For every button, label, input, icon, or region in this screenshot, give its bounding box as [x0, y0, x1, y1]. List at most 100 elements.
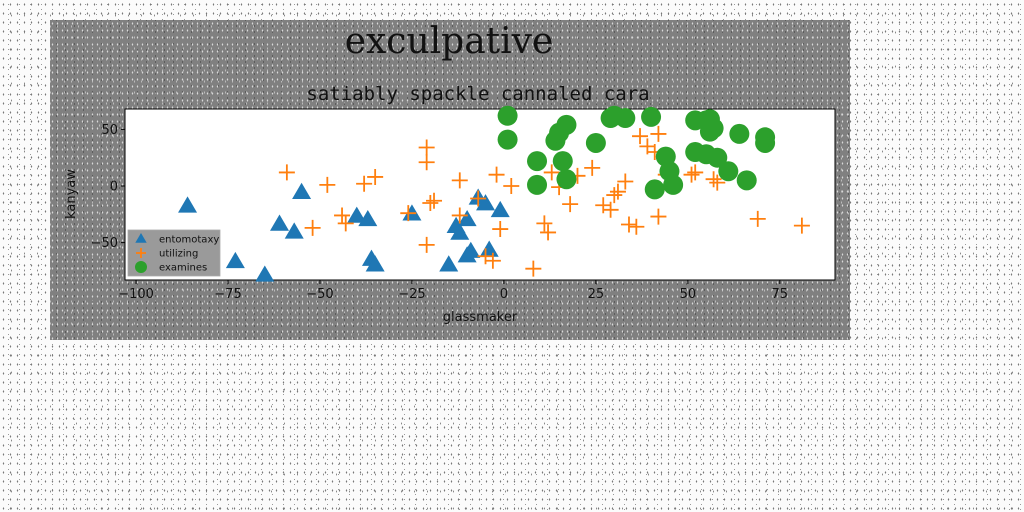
triangle-point — [461, 241, 481, 258]
circle-point — [585, 132, 606, 153]
triangle-point — [255, 265, 275, 282]
y-tick-label: 0 — [110, 180, 118, 195]
legend-marker-plus — [136, 248, 146, 258]
plus-point — [304, 219, 321, 236]
triangle-point — [358, 209, 378, 227]
y-axis-label: kanyaw — [64, 169, 79, 219]
plus-point — [484, 252, 501, 269]
plus-point — [367, 168, 384, 185]
x-axis-ticks: −100 −75 −50 −25 0 25 50 75 — [118, 280, 788, 302]
triangle-point — [490, 200, 510, 218]
triangle-point — [270, 214, 290, 231]
data-marks — [178, 105, 810, 282]
chart-figure: exculpative satiably spackle cannaled ca… — [50, 20, 850, 340]
legend-label: examines — [159, 263, 207, 274]
plus-point — [422, 194, 439, 211]
plus-point — [540, 224, 557, 241]
plus-point — [617, 173, 634, 190]
plus-point — [628, 218, 645, 235]
triangle-point — [292, 182, 312, 200]
circle-point — [729, 123, 750, 144]
circle-point — [707, 147, 728, 168]
plus-point — [632, 128, 649, 145]
plus-point — [278, 164, 295, 181]
y-axis-ticks: −50 0 50 — [91, 123, 125, 251]
plus-point — [620, 216, 637, 233]
plus-point — [400, 205, 417, 222]
circle-point — [663, 174, 684, 195]
legend-label: utilizing — [159, 249, 198, 260]
triangle-point — [365, 255, 385, 272]
y-tick-label: 50 — [101, 123, 118, 138]
circle-point — [755, 127, 776, 148]
plus-point — [356, 175, 373, 192]
circle-point — [527, 174, 548, 195]
x-tick-label: 25 — [588, 287, 605, 302]
plus-point — [536, 215, 553, 232]
y-tick-label: −50 — [91, 236, 118, 251]
scatter-chart: exculpative satiably spackle cannaled ca… — [64, 21, 836, 325]
plus-point — [602, 201, 619, 218]
circle-point — [556, 169, 577, 190]
circle-point — [736, 170, 757, 191]
circle-point — [703, 118, 724, 139]
circle-point — [644, 179, 665, 200]
x-tick-label: −50 — [306, 287, 333, 302]
plus-point — [337, 215, 354, 232]
triangle-point — [439, 255, 459, 272]
plus-point — [451, 172, 468, 189]
plus-point — [606, 187, 623, 204]
plus-point — [418, 154, 435, 171]
legend-marker-triangle — [135, 233, 147, 243]
circle-point — [552, 151, 573, 172]
plus-point — [705, 171, 722, 188]
triangle-point — [178, 196, 198, 213]
plus-point — [562, 196, 579, 213]
circle-point — [497, 129, 518, 150]
plus-point — [525, 260, 542, 277]
plus-point — [683, 166, 700, 183]
x-axis-label: glassmaker — [443, 310, 518, 325]
plus-point — [503, 178, 520, 195]
plus-point — [319, 176, 336, 193]
plus-point — [488, 166, 505, 183]
plus-point — [584, 159, 601, 176]
circle-point — [527, 151, 548, 172]
x-tick-label: −100 — [118, 287, 154, 302]
triangle-point — [457, 209, 477, 227]
circle-point — [497, 105, 518, 126]
legend-label: entomotaxy — [159, 235, 219, 246]
chart-suptitle: exculpative — [345, 21, 554, 62]
x-tick-label: 50 — [680, 287, 697, 302]
plus-point — [418, 236, 435, 253]
plus-point — [650, 125, 667, 142]
plus-point — [687, 164, 704, 181]
plus-point — [650, 208, 667, 225]
plus-point — [418, 139, 435, 156]
triangle-point — [284, 222, 304, 239]
circle-point — [615, 108, 636, 129]
x-tick-label: −75 — [214, 287, 241, 302]
x-tick-label: 75 — [772, 287, 789, 302]
circle-point — [718, 161, 739, 182]
legend-marker-circle — [135, 261, 147, 273]
x-tick-label: −25 — [398, 287, 425, 302]
plus-point — [426, 192, 443, 209]
triangle-point — [479, 240, 499, 257]
plus-point — [709, 174, 726, 191]
plus-point — [543, 164, 560, 181]
plus-point — [793, 217, 810, 234]
triangle-point — [225, 251, 245, 269]
circle-point — [556, 114, 577, 135]
legend: entomotaxy utilizing examines — [127, 229, 221, 277]
plus-point — [492, 221, 509, 238]
plus-point — [609, 183, 626, 200]
x-tick-label: 0 — [500, 287, 508, 302]
plus-point — [334, 207, 351, 224]
triangle-point — [476, 194, 496, 211]
triangle-point — [347, 206, 367, 223]
chart-title: satiably spackle cannaled cara — [306, 83, 649, 105]
plus-point — [749, 210, 766, 227]
triangle-point — [450, 223, 470, 240]
circle-point — [641, 106, 662, 127]
